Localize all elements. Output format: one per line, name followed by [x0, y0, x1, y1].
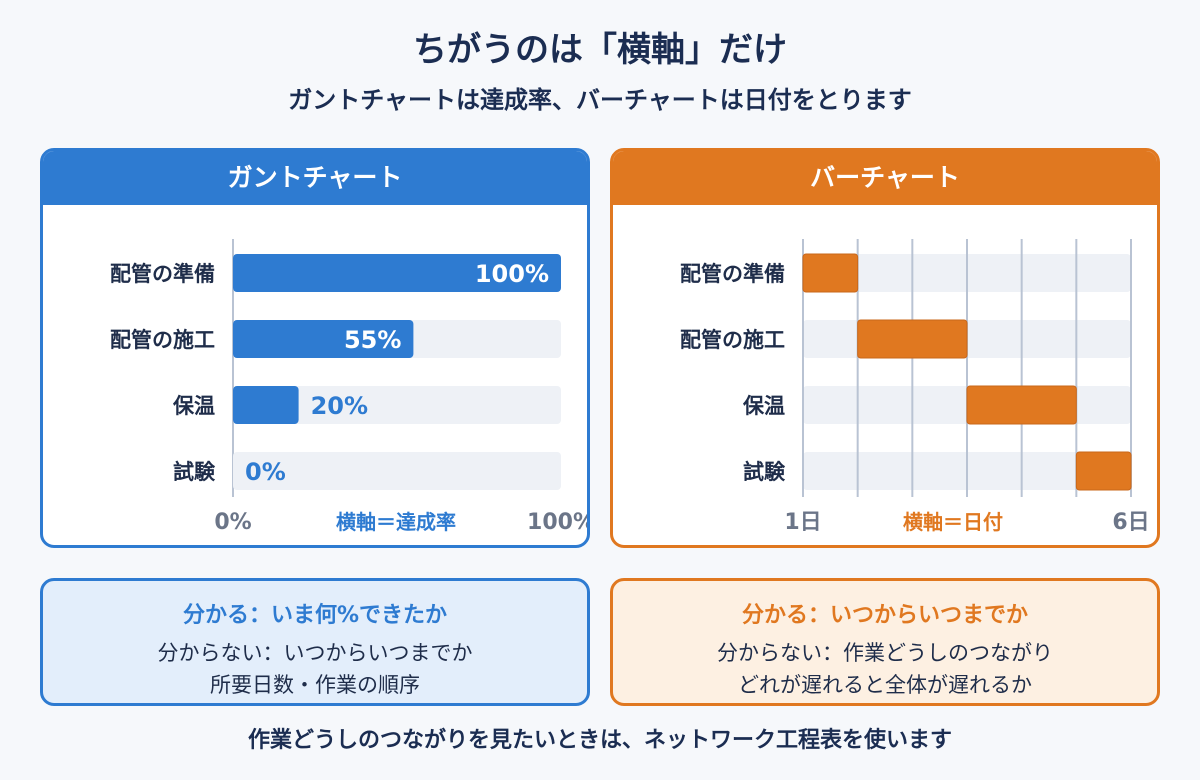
gantt-info-line: 所要日数・作業の順序: [210, 673, 420, 697]
barchart-tick-label: 1日: [784, 510, 821, 535]
gantt-tick-label: 100%: [527, 510, 590, 535]
barchart-bar: [966, 385, 1077, 425]
bar-panel-header: バーチャート: [613, 151, 1157, 205]
gantt-category-label: 配管の準備: [110, 262, 215, 286]
barchart-category-label: 配管の準備: [680, 262, 785, 286]
bar-info-line: 分からない：作業どうしのつながり: [717, 641, 1053, 665]
barchart-tick-label: 6日: [1112, 510, 1149, 535]
gantt-bar: [233, 254, 561, 292]
bar-info-box: 分かる：いつからいつまでか 分からない：作業どうしのつながり どれが遅れると全体…: [610, 578, 1160, 706]
gantt-category-label: 試験: [173, 460, 216, 484]
barchart-category-label: 試験: [743, 460, 786, 484]
gantt-panel-header: ガントチャート: [43, 151, 587, 205]
gantt-track: [233, 386, 561, 424]
gantt-value-label: 100%: [475, 260, 549, 288]
gantt-info-head: 分かる：いま何%できたか: [182, 603, 448, 628]
gantt-info-line: 分からない：いつからいつまでか: [157, 641, 473, 665]
barchart-category-label: 配管の施工: [680, 328, 785, 352]
gantt-bar: [233, 386, 299, 424]
barchart-bar: [857, 319, 968, 359]
gantt-category-label: 保温: [172, 394, 215, 418]
gantt-chart: 配管の準備 100% 配管の施工 55% 保温 20% 試験 0% 0% 100% 横軸＝達成率: [110, 239, 590, 535]
gantt-bar: [233, 320, 414, 358]
gantt-category-label: 配管の施工: [110, 328, 215, 352]
gantt-info-box: 分かる：いま何%できたか 分からない：いつからいつまでか 所要日数・作業の順序: [40, 578, 590, 706]
barchart-bar: [1075, 451, 1132, 491]
barchart-bar: [802, 253, 859, 293]
bar-info-line: どれが遅れると全体が遅れるか: [738, 673, 1032, 697]
gantt-value-label: 0%: [245, 458, 286, 486]
gantt-tick-label: 0%: [214, 510, 251, 535]
page-subtitle: ガントチャートは達成率、バーチャートは日付をとります: [288, 86, 912, 114]
page-title: ちがうのは「横軸」だけ: [413, 30, 787, 70]
gantt-value-label: 55%: [344, 326, 401, 354]
gantt-track: [233, 452, 561, 490]
bar-info-head: 分かる：いつからいつまでか: [741, 603, 1028, 628]
gantt-value-label: 20%: [311, 392, 368, 420]
barchart-category-label: 保温: [742, 394, 785, 418]
bar-panel: バーチャート 配管の準備配管の施工保温試験 1日 6日 横軸＝日付: [610, 148, 1160, 548]
gantt-panel: ガントチャート 配管の準備 100% 配管の施工 55% 保温 20% 試験 0% 0% 100%…: [40, 148, 590, 548]
gantt-axis-title: 横軸＝達成率: [336, 510, 456, 534]
barchart-axis-title: 横軸＝日付: [903, 510, 1003, 534]
footer-note: 作業どうしのつながりを見たいときは、ネットワーク工程表を使います: [247, 728, 952, 753]
